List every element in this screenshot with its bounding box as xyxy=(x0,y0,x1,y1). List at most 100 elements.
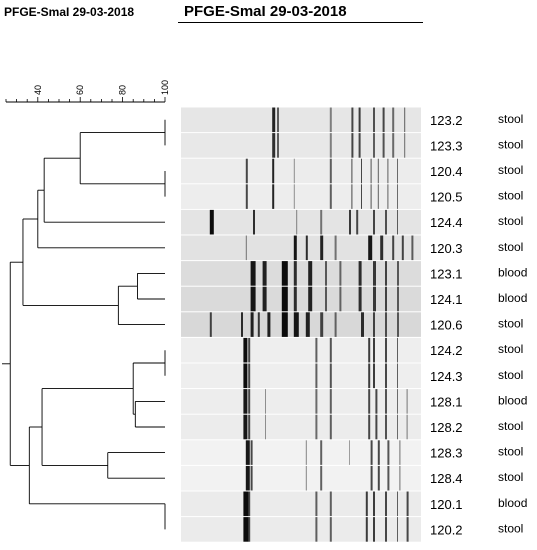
lane-id: 120.4 xyxy=(430,164,463,179)
gel-band xyxy=(245,184,248,209)
gel-band xyxy=(392,107,395,133)
lane-id: 120.1 xyxy=(430,497,463,512)
gel-band xyxy=(248,389,251,414)
gel-band xyxy=(373,261,376,286)
gel-band xyxy=(243,491,249,517)
gel-band xyxy=(387,158,389,184)
lane-id: 128.3 xyxy=(430,446,463,461)
gel-band xyxy=(373,286,376,312)
gel-band xyxy=(365,491,368,517)
gel-band xyxy=(385,491,387,517)
scale-tick-label: 100 xyxy=(160,80,170,95)
gel-band xyxy=(373,517,375,542)
lane-id: 123.2 xyxy=(430,113,463,128)
gel-band xyxy=(397,184,398,209)
gel-band xyxy=(399,465,401,491)
gel-band xyxy=(351,158,353,184)
gel-band xyxy=(377,465,380,491)
figure-title-left: PFGE-SmaI 29-03-2018 xyxy=(4,5,135,19)
gel-band xyxy=(267,312,271,337)
figure-title-main: PFGE-SmaI 29-03-2018 xyxy=(184,3,347,20)
gel-band xyxy=(385,363,387,389)
gel-band xyxy=(315,363,318,389)
gel-band xyxy=(293,235,297,261)
gel-lane xyxy=(181,286,421,312)
gel-band xyxy=(272,184,275,209)
gel-band xyxy=(329,133,332,158)
gel-band xyxy=(373,107,375,133)
gel-band xyxy=(373,491,375,517)
gel-lane xyxy=(181,517,421,542)
gel-band xyxy=(399,440,401,465)
gel-band xyxy=(406,389,408,414)
gel-lane xyxy=(181,337,421,363)
gel-band xyxy=(277,107,279,133)
gel-band xyxy=(385,389,387,414)
gel-band xyxy=(315,517,318,542)
similarity-scale: 40 60 80 100 xyxy=(5,80,170,103)
gel-lane xyxy=(181,235,421,261)
gel-band xyxy=(250,286,256,312)
gel-band xyxy=(245,440,250,465)
sample-source: stool xyxy=(498,112,523,126)
gel-band xyxy=(329,491,332,517)
gel-band xyxy=(334,235,337,261)
gel-band xyxy=(272,158,275,184)
gel-band xyxy=(385,286,387,312)
gel-band xyxy=(243,389,248,414)
gel-band xyxy=(245,465,250,491)
gel-lane xyxy=(181,389,421,414)
gel-band xyxy=(329,107,332,133)
gel-band xyxy=(334,312,337,337)
gel-band xyxy=(385,312,387,337)
gel-band xyxy=(250,465,253,491)
gel-band xyxy=(368,363,371,389)
gel-band xyxy=(377,440,380,465)
gel-band xyxy=(361,184,362,209)
gel-band xyxy=(209,209,214,235)
gel-band xyxy=(339,286,342,312)
gel-band xyxy=(281,312,288,337)
gel-band xyxy=(385,209,387,235)
gel-band xyxy=(248,517,251,542)
gel-band xyxy=(370,440,373,465)
sample-source: stool xyxy=(498,419,523,433)
gel-band xyxy=(243,337,248,363)
gel-band xyxy=(406,414,408,440)
gel-band xyxy=(387,184,389,209)
lane-id: 120.3 xyxy=(430,241,463,256)
gel-band xyxy=(250,312,254,337)
gel-band xyxy=(329,517,332,542)
gel-band xyxy=(368,414,371,440)
lane-id: 123.1 xyxy=(430,266,463,281)
gel-band xyxy=(387,465,390,491)
gel-band xyxy=(308,261,313,286)
gel-band xyxy=(281,286,288,312)
gel-lane xyxy=(181,107,421,133)
gel-band xyxy=(361,312,364,337)
gel-band xyxy=(370,184,372,209)
gel-band xyxy=(370,465,373,491)
gel-band xyxy=(351,184,353,209)
scale-tick-label: 60 xyxy=(75,85,85,95)
sample-source: stool xyxy=(498,317,523,331)
sample-source: blood xyxy=(498,496,527,510)
gel-band xyxy=(351,107,354,133)
lane-id: 124.1 xyxy=(430,292,463,307)
scale-tick-label: 40 xyxy=(33,85,43,95)
gel-image xyxy=(181,107,421,542)
gel-band xyxy=(339,261,342,286)
gel-band xyxy=(373,312,375,337)
gel-band xyxy=(382,107,385,133)
gel-band xyxy=(406,491,409,517)
gel-band xyxy=(397,337,398,363)
sample-source: stool xyxy=(498,189,523,203)
lane-labels: 123.2 stool 123.3 stool 120.4 stool 120.5 stool… xyxy=(430,112,527,538)
gel-band xyxy=(262,286,267,312)
gel-band xyxy=(281,261,288,286)
gel-band xyxy=(257,312,260,337)
gel-band xyxy=(397,389,398,414)
gel-band xyxy=(245,158,248,184)
gel-band xyxy=(404,107,406,133)
gel-band xyxy=(397,491,398,517)
